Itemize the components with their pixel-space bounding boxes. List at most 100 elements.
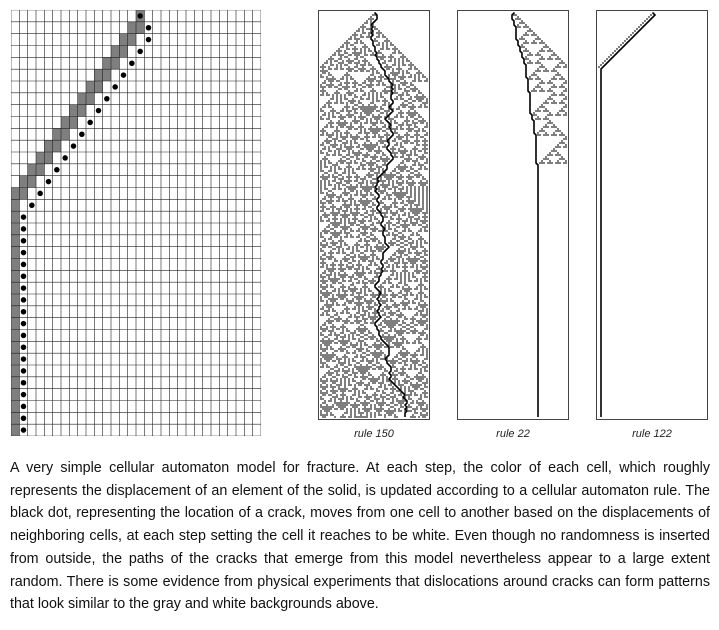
gray-cell-run	[368, 76, 370, 78]
gray-cell-run	[422, 192, 424, 194]
gray-cell-run	[531, 42, 537, 44]
gray-cell-run	[334, 140, 336, 142]
gray-cell-run	[388, 288, 390, 290]
gray-cell-run	[330, 236, 332, 238]
gray-cell-run	[342, 184, 346, 186]
gray-cell-run	[638, 26, 640, 28]
gray-cell-run	[410, 166, 412, 168]
gray-cell-run	[422, 330, 424, 332]
gray-cell-run	[330, 300, 336, 302]
gray-cell-run	[394, 156, 398, 158]
gray-cell-run	[515, 18, 521, 20]
gray-cell-run	[366, 268, 370, 270]
gray-cell-run	[344, 222, 346, 224]
gray-cell-run	[358, 220, 366, 222]
gray-cell-run	[398, 394, 402, 396]
gray-cell-run	[320, 256, 322, 258]
gray-cell-run	[354, 356, 358, 358]
gray-cell-run	[420, 184, 426, 186]
gray-cell	[11, 294, 20, 307]
gray-cell-run	[374, 188, 376, 190]
gray-cell-run	[368, 272, 372, 274]
gray-cell-run	[322, 402, 326, 404]
gray-cell-run	[420, 236, 422, 238]
gray-cell-run	[414, 66, 416, 68]
gray-cell-run	[420, 288, 422, 290]
gray-cell-run	[626, 38, 628, 40]
gray-cell-run	[330, 286, 334, 288]
gray-cell-run	[392, 146, 394, 148]
gray-cell-run	[376, 362, 380, 364]
gray-cell-run	[320, 386, 328, 388]
gray-cell-run	[324, 188, 328, 190]
gray-cell-run	[422, 250, 428, 252]
gray-cell-run	[368, 92, 370, 94]
gray-cell-run	[354, 128, 358, 130]
gray-cell-run	[390, 260, 394, 262]
gray-cell-run	[354, 122, 358, 124]
gray-cell-run	[362, 144, 378, 146]
gray-cell-run	[354, 90, 358, 92]
gray-cell-run	[404, 296, 406, 298]
gray-cell-run	[406, 138, 408, 140]
gray-cell-run	[360, 130, 362, 132]
gray-cell-run	[376, 176, 378, 178]
gray-cell-run	[406, 186, 408, 188]
gray-cell-run	[376, 400, 378, 402]
gray-cell-run	[404, 364, 408, 366]
gray-cell-run	[392, 68, 394, 70]
gray-cell-run	[386, 278, 392, 280]
gray-cell-run	[396, 210, 398, 212]
gray-cell-run	[414, 76, 416, 78]
gray-cell-run	[320, 232, 322, 234]
gray-cell-run	[408, 404, 410, 406]
gray-cell-run	[420, 228, 422, 230]
gray-cell-run	[354, 94, 356, 96]
gray-cell-run	[330, 280, 338, 282]
gray-cell-run	[332, 388, 334, 390]
gray-cell-run	[388, 198, 392, 200]
gray-cell-run	[362, 166, 364, 168]
gray-cell-run	[354, 374, 356, 376]
gray-cell-run	[356, 174, 358, 176]
gray-cell-run	[400, 238, 404, 240]
gray-cell-run	[424, 168, 428, 170]
gray-cell-run	[376, 32, 382, 34]
gray-cell-run	[334, 314, 338, 316]
gray-cell-run	[360, 360, 364, 362]
crack-dot	[70, 143, 77, 149]
gray-cell-run	[388, 116, 390, 118]
gray-cell-run	[346, 410, 348, 412]
gray-cell-run	[326, 314, 330, 316]
gray-cell-run	[394, 92, 398, 94]
gray-cell-run	[364, 298, 366, 300]
gray-cell-run	[386, 42, 388, 44]
gray-cell-run	[380, 92, 382, 94]
gray-cell-run	[553, 148, 555, 150]
gray-cell-run	[422, 222, 426, 224]
gray-cell-run	[324, 182, 326, 184]
gray-cell-run	[400, 116, 404, 118]
gray-cell-run	[336, 112, 340, 114]
gray-cell-run	[378, 170, 380, 172]
gray-cell-run	[342, 338, 344, 340]
gray-cell-run	[376, 174, 378, 176]
gray-cell-run	[426, 100, 428, 102]
gray-cell-run	[336, 162, 338, 164]
gray-cell-run	[396, 182, 404, 184]
gray-cell	[119, 45, 128, 58]
gray-cell-run	[352, 138, 358, 140]
gray-cell-run	[342, 204, 352, 206]
gray-cell-run	[352, 108, 358, 110]
gray-cell-run	[354, 408, 356, 410]
crack-dot	[54, 167, 60, 173]
gray-cell-run	[406, 188, 408, 190]
crack-dot	[45, 178, 52, 185]
gray-cell-run	[410, 218, 412, 220]
gray-cell-run	[543, 118, 549, 120]
gray-cell-run	[358, 102, 362, 104]
gray-cell-run	[354, 118, 356, 120]
gray-cell-run	[332, 282, 336, 284]
gray-cell-run	[360, 124, 362, 126]
gray-cell-run	[410, 168, 414, 170]
